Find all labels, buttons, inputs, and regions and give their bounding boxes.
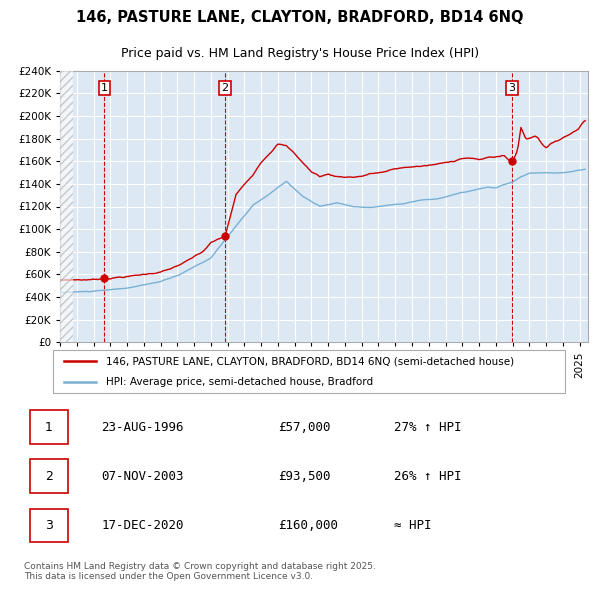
Text: 1: 1 [101,83,108,93]
Text: £57,000: £57,000 [278,421,331,434]
Text: 3: 3 [45,519,53,532]
Text: £160,000: £160,000 [278,519,338,532]
Text: 2: 2 [221,83,229,93]
Polygon shape [60,71,73,342]
Text: ≈ HPI: ≈ HPI [394,519,431,532]
Text: 3: 3 [508,83,515,93]
Text: Contains HM Land Registry data © Crown copyright and database right 2025.
This d: Contains HM Land Registry data © Crown c… [24,562,376,581]
Text: 17-DEC-2020: 17-DEC-2020 [101,519,184,532]
Text: Price paid vs. HM Land Registry's House Price Index (HPI): Price paid vs. HM Land Registry's House … [121,47,479,60]
Text: 146, PASTURE LANE, CLAYTON, BRADFORD, BD14 6NQ (semi-detached house): 146, PASTURE LANE, CLAYTON, BRADFORD, BD… [106,356,514,366]
FancyBboxPatch shape [53,350,565,393]
FancyBboxPatch shape [29,509,68,542]
Text: 07-NOV-2003: 07-NOV-2003 [101,470,184,483]
Text: 146, PASTURE LANE, CLAYTON, BRADFORD, BD14 6NQ: 146, PASTURE LANE, CLAYTON, BRADFORD, BD… [76,10,524,25]
Text: 1: 1 [45,421,53,434]
Text: £93,500: £93,500 [278,470,331,483]
FancyBboxPatch shape [29,460,68,493]
Text: 27% ↑ HPI: 27% ↑ HPI [394,421,461,434]
Text: HPI: Average price, semi-detached house, Bradford: HPI: Average price, semi-detached house,… [106,377,373,387]
Text: 26% ↑ HPI: 26% ↑ HPI [394,470,461,483]
Text: 23-AUG-1996: 23-AUG-1996 [101,421,184,434]
Text: 2: 2 [45,470,53,483]
FancyBboxPatch shape [29,411,68,444]
